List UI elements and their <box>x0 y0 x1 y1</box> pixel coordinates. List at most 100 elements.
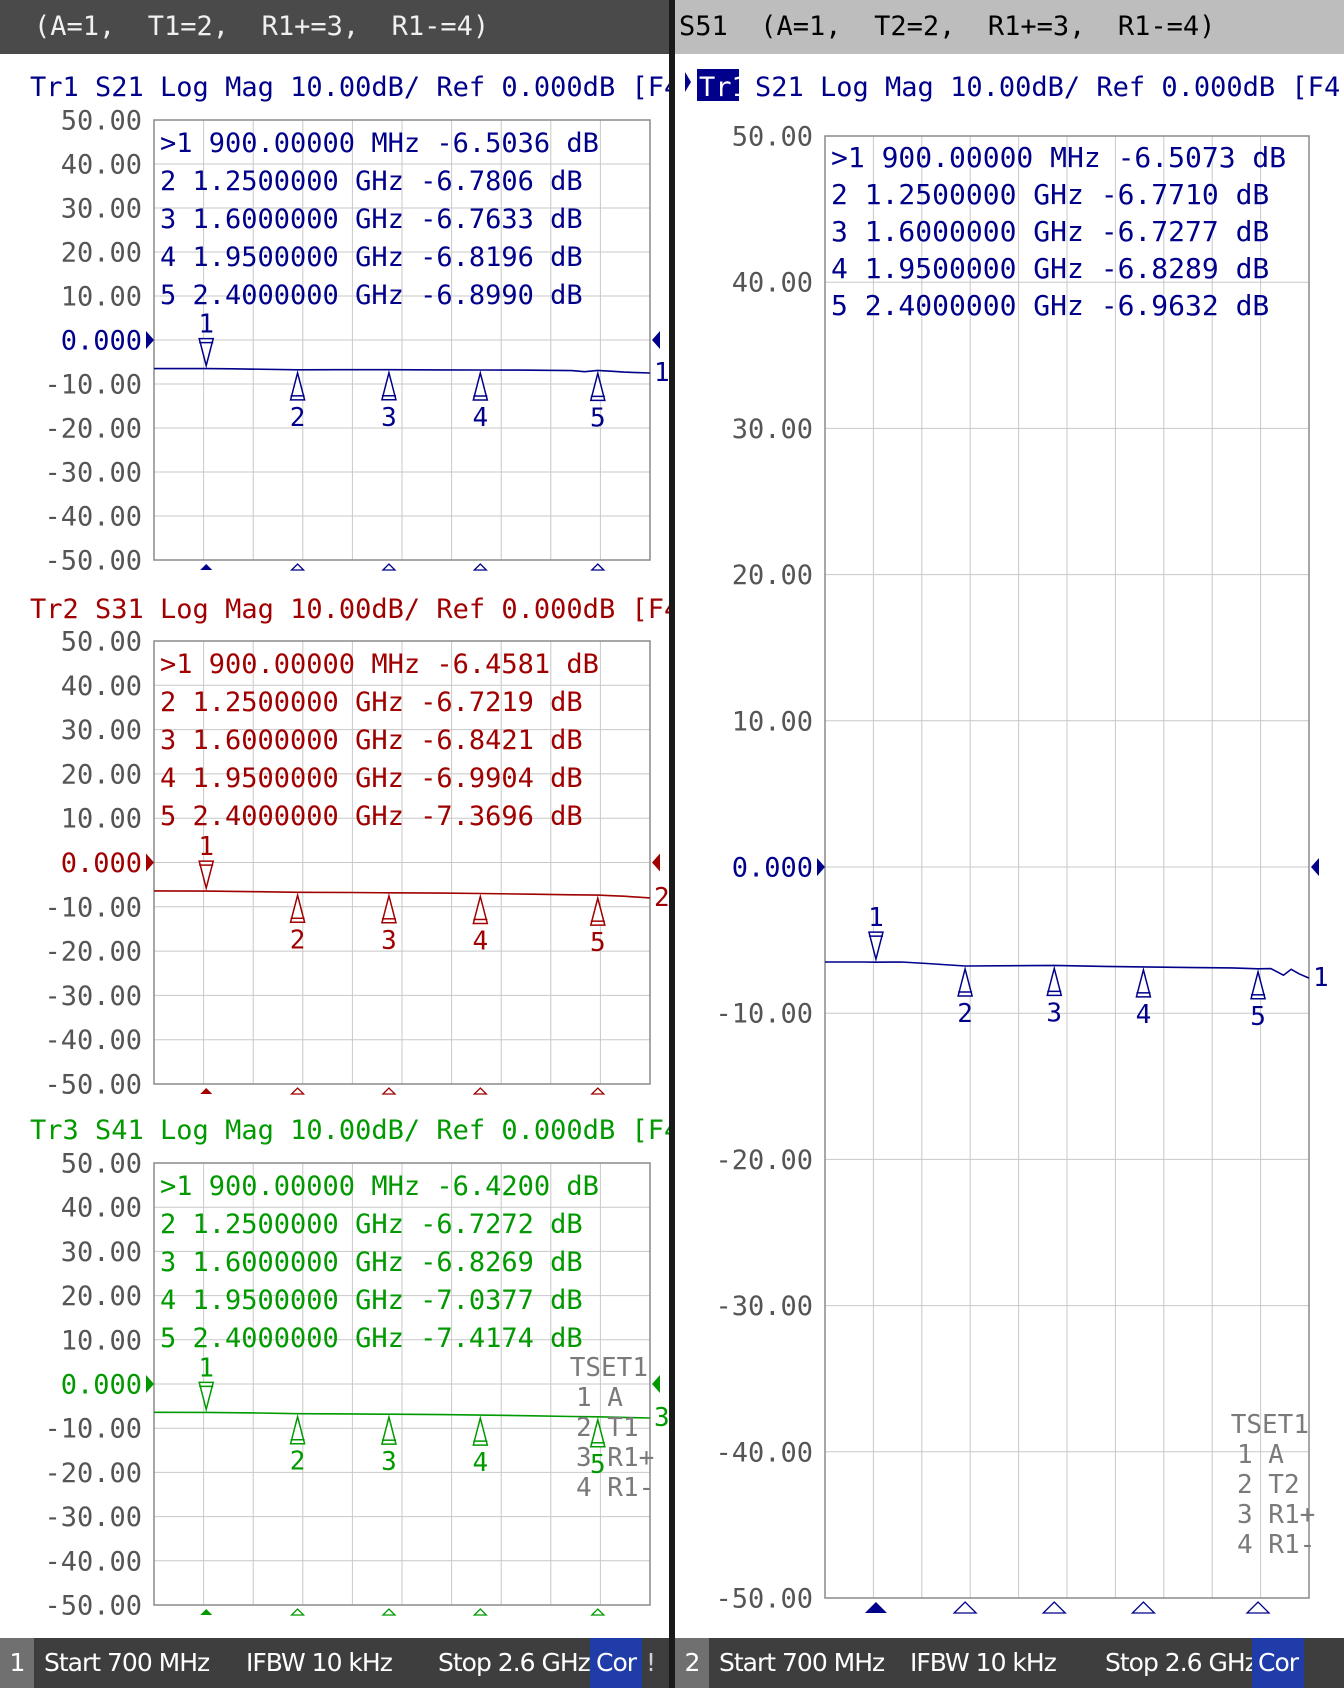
marker-number: 2 <box>290 925 306 955</box>
channel-2-window[interactable]: S51 (A=1, T2=2, R1+=3, R1-=4) Tr1 S21 Log… <box>675 0 1344 1688</box>
marker-triangle[interactable] <box>380 1414 397 1445</box>
marker-position-icon[interactable] <box>472 1608 488 1616</box>
if-bandwidth[interactable]: IFBW 10 kHz <box>910 1648 1057 1677</box>
marker-1-triangle[interactable] <box>867 931 884 963</box>
marker-position-icon[interactable] <box>290 1087 306 1095</box>
y-tick-label: 40.00 <box>732 268 813 299</box>
window-splitter[interactable] <box>669 0 675 1688</box>
marker-position-icon[interactable] <box>381 1608 397 1616</box>
if-bandwidth[interactable]: IFBW 10 kHz <box>246 1648 393 1677</box>
y-tick-label: 30.00 <box>61 193 142 224</box>
y-tick-label: 50.00 <box>61 1148 142 1179</box>
test-set-port-row: 4 R1- <box>1237 1530 1315 1560</box>
trace-header: S21 Log Mag 10.00dB/ Ref 0.000dB [F4] <box>755 72 1344 103</box>
marker-position-icon[interactable] <box>590 1087 606 1095</box>
marker-number: 2 <box>290 403 306 433</box>
test-set-port-row: 3 R1+ <box>1237 1500 1315 1530</box>
marker-position-icon[interactable] <box>472 1087 488 1095</box>
test-set-port-row: 4 R1- <box>576 1473 654 1503</box>
correction-indicator[interactable]: Cor <box>590 1638 643 1688</box>
start-frequency[interactable]: Start 700 MHz <box>44 1648 210 1677</box>
marker-readout-row: 5 2.4000000 GHz -7.3696 dB <box>160 801 583 832</box>
active-marker-position-icon[interactable] <box>200 1088 213 1094</box>
marker-triangle[interactable] <box>472 1415 489 1446</box>
reference-level-right-arrow-icon[interactable] <box>1311 858 1319 876</box>
marker-triangle[interactable] <box>380 369 397 401</box>
marker-number: 5 <box>590 403 606 433</box>
marker-position-icon[interactable] <box>590 563 606 571</box>
y-tick-label: -10.00 <box>715 999 813 1030</box>
marker-triangle[interactable] <box>289 892 306 924</box>
marker-position-icon[interactable] <box>290 563 306 571</box>
reference-level-left-arrow-icon[interactable] <box>146 853 154 872</box>
marker-triangle[interactable] <box>289 1413 306 1445</box>
y-tick-label: 0.000 <box>61 1369 142 1400</box>
test-set-port-row: 2 T2 <box>1237 1470 1300 1500</box>
marker-triangle[interactable] <box>1135 966 1152 998</box>
marker-readout-row: 4 1.9500000 GHz -7.0377 dB <box>160 1285 583 1316</box>
marker-readout-row: 3 1.6000000 GHz -6.7633 dB <box>160 204 583 235</box>
marker-triangle[interactable] <box>957 966 974 997</box>
y-tick-label: -50.00 <box>715 1583 813 1614</box>
active-marker-position-icon[interactable] <box>200 1609 213 1615</box>
channel-number[interactable]: 1 <box>0 1638 34 1688</box>
start-frequency[interactable]: Start 700 MHz <box>719 1648 885 1677</box>
marker-readout-row: >1 900.00000 MHz -6.5036 dB <box>160 128 599 159</box>
marker-readout-row: >1 900.00000 MHz -6.5073 dB <box>831 141 1286 174</box>
y-tick-label: 0.000 <box>61 325 142 356</box>
marker-position-icon[interactable] <box>381 1087 397 1095</box>
marker-1-triangle[interactable] <box>198 860 215 892</box>
reference-level-right-arrow-icon[interactable] <box>652 853 660 872</box>
reference-level-left-arrow-icon[interactable] <box>817 858 825 876</box>
reference-level-left-arrow-icon[interactable] <box>146 331 154 349</box>
marker-position-icon[interactable] <box>952 1601 978 1614</box>
marker-triangle[interactable] <box>589 1416 606 1448</box>
marker-1-triangle[interactable] <box>198 337 215 369</box>
marker-position-icon[interactable] <box>1041 1601 1067 1614</box>
marker-triangle[interactable] <box>289 369 306 401</box>
marker-position-icon[interactable] <box>381 563 397 571</box>
channel-1-plot-area[interactable]: Tr1 S21 Log Mag 10.00dB/ Ref 0.000dB [F4… <box>0 54 669 1642</box>
marker-position-icon[interactable] <box>590 1608 606 1616</box>
channel-number[interactable]: 2 <box>675 1638 709 1688</box>
marker-position-icon[interactable] <box>1130 1601 1156 1614</box>
marker-triangle[interactable] <box>472 893 489 925</box>
marker-readout-row: 4 1.9500000 GHz -6.8196 dB <box>160 242 583 273</box>
test-set-port-row: 1 A <box>1237 1440 1284 1470</box>
correction-indicator[interactable]: Cor <box>1252 1638 1305 1688</box>
marker-position-icon[interactable] <box>472 563 488 571</box>
marker-readout-row: 5 2.4000000 GHz -6.9632 dB <box>831 289 1269 322</box>
marker-triangle[interactable] <box>380 892 397 924</box>
y-tick-label: 30.00 <box>61 1237 142 1268</box>
test-set-title: TSET1 <box>1231 1410 1309 1440</box>
marker-position-icon[interactable] <box>1245 1601 1271 1614</box>
marker-readout-row: 4 1.9500000 GHz -6.8289 dB <box>831 252 1269 285</box>
channel-2-plot-area[interactable]: Tr1 S21 Log Mag 10.00dB/ Ref 0.000dB [F4]… <box>675 54 1344 1642</box>
test-set-port-row: 3 R1+ <box>576 1443 654 1473</box>
channel-1-status-bar: 1 Start 700 MHz IFBW 10 kHz Stop 2.6 GHz… <box>0 1638 669 1688</box>
marker-triangle[interactable] <box>589 895 606 926</box>
marker-1-triangle[interactable] <box>198 1381 215 1413</box>
trace-panel-tr1: Tr1 S21 Log Mag 10.00dB/ Ref 0.000dB [F4… <box>30 72 669 576</box>
marker-number: 5 <box>590 928 606 958</box>
channel-1-window[interactable]: (A=1, T1=2, R1+=3, R1-=4) Tr1 S21 Log Ma… <box>0 0 669 1688</box>
marker-triangle[interactable] <box>589 370 606 402</box>
marker-number: 1 <box>198 832 214 862</box>
marker-triangle[interactable] <box>472 370 489 401</box>
y-tick-label: 10.00 <box>61 804 142 835</box>
marker-readout-row: 3 1.6000000 GHz -6.8421 dB <box>160 725 583 756</box>
reference-level-left-arrow-icon[interactable] <box>146 1375 154 1393</box>
reference-level-right-arrow-icon[interactable] <box>652 1375 660 1393</box>
active-marker-position-icon[interactable] <box>200 564 213 570</box>
stop-frequency[interactable]: Stop 2.6 GHz <box>438 1648 591 1677</box>
reference-level-right-arrow-icon[interactable] <box>652 331 660 349</box>
stop-frequency[interactable]: Stop 2.6 GHz <box>1105 1648 1258 1677</box>
active-marker-position-icon[interactable] <box>864 1602 887 1613</box>
y-tick-label: 40.00 <box>61 149 142 180</box>
active-trace-highlight[interactable] <box>697 69 739 101</box>
marker-triangle[interactable] <box>1250 968 1267 1000</box>
marker-position-icon[interactable] <box>290 1608 306 1616</box>
test-set-port-row: 2 T1 <box>576 1413 639 1443</box>
marker-triangle[interactable] <box>1046 965 1063 997</box>
